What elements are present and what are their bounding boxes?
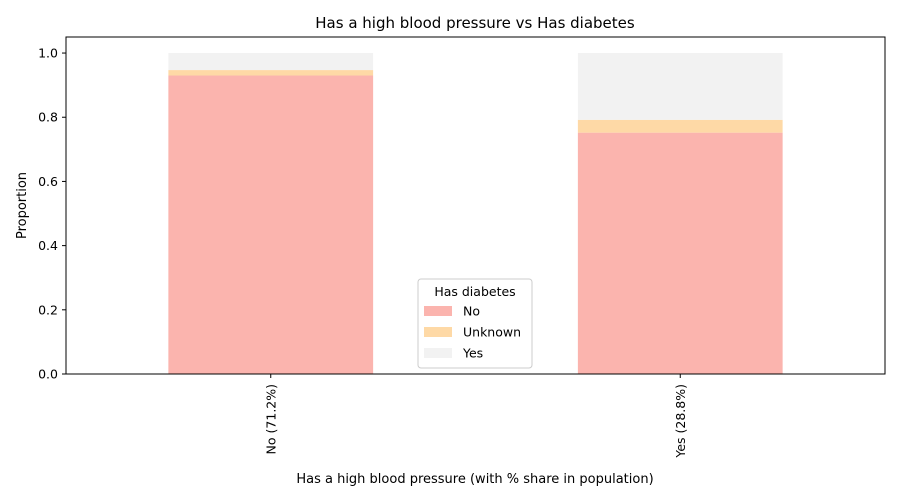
bar-segment-unknown [577, 119, 783, 133]
y-axis-label: Proportion [15, 172, 30, 239]
bar-segment-yes [168, 53, 374, 71]
bar-segment-yes [577, 53, 783, 120]
legend-title: Has diabetes [434, 284, 515, 299]
legend-swatch [424, 348, 452, 358]
legend: Has diabetes No Unknown Yes [417, 278, 533, 369]
y-tick-label: 1.0 [38, 46, 58, 61]
y-axis: 0.0 0.2 0.4 0.6 0.8 1.0 [38, 46, 66, 382]
plot-frame [65, 36, 886, 375]
y-tick-label: 0.6 [38, 174, 58, 189]
legend-label: No [463, 304, 480, 319]
x-tick-label: Yes (28.8%) [673, 384, 688, 459]
legend-items: No Unknown Yes [424, 304, 521, 361]
bars-group [168, 53, 783, 374]
legend-swatch [424, 306, 452, 316]
x-axis-label: Has a high blood pressure (with % share … [296, 472, 653, 487]
x-tick-label: No (71.2%) [263, 384, 278, 454]
legend-box [417, 278, 533, 369]
y-tick-label: 0.2 [38, 302, 58, 317]
y-tick-label: 0.8 [38, 110, 58, 125]
legend-swatch [424, 327, 452, 337]
x-axis: No (71.2%) Yes (28.8%) [263, 374, 688, 459]
bar-segment-no [577, 132, 783, 374]
legend-label: Unknown [463, 325, 521, 340]
chart-title: Has a high blood pressure vs Has diabete… [315, 14, 635, 32]
bar-segment-no [168, 75, 374, 374]
legend-label: Yes [462, 346, 483, 361]
y-tick-label: 0.0 [38, 367, 58, 382]
bar-segment-unknown [168, 70, 374, 76]
y-tick-label: 0.4 [38, 238, 58, 253]
